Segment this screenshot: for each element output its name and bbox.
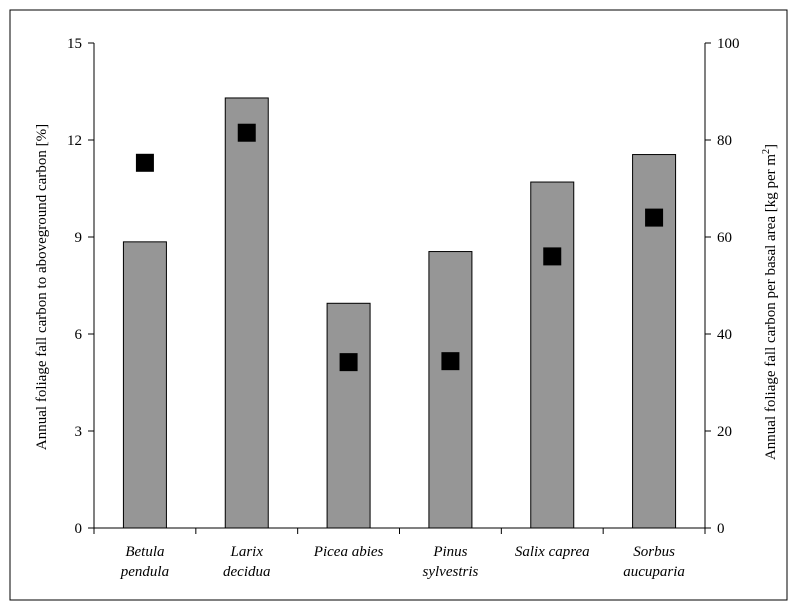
y-right-tick-label-1: 20: [717, 424, 732, 440]
marker-0: [135, 153, 154, 172]
labels-layer: 0 3 6 9 12 15 0 20 40 60 80 100 Betula pendula Larix de…: [67, 36, 740, 580]
marker-5: [645, 208, 664, 227]
bar-1: [224, 97, 269, 529]
x-category-label-3-0: Pinus: [432, 544, 467, 560]
marker-4: [543, 247, 562, 266]
y-right-tick-label-5: 100: [717, 36, 740, 52]
y-right-tick-label-4: 80: [717, 133, 732, 149]
y-right-tick-label-0: 0: [717, 521, 725, 537]
y-axis-right-title-sup: 2: [761, 149, 772, 154]
x-category-label-0-0: Betula: [125, 544, 164, 560]
bar-4: [530, 181, 575, 529]
y-left-tick-label-3: 9: [75, 230, 83, 246]
y-left-tick-label-5: 15: [67, 36, 82, 52]
y-left-tick-label-4: 12: [67, 133, 82, 149]
x-category-label-1-1: decidua: [223, 564, 270, 580]
x-category-label-0-1: pendula: [120, 564, 169, 580]
marker-1: [237, 123, 256, 142]
y-axis-right-title: Annual foliage fall carbon per basal are…: [761, 144, 779, 460]
x-category-label-5-0: Sorbus: [633, 544, 675, 560]
y-right-tick-label-2: 40: [717, 327, 732, 343]
markers-layer: [135, 123, 664, 372]
x-category-label-1-0: Larix: [229, 544, 263, 560]
y-axis-right-title-end: ]: [763, 144, 779, 149]
x-category-label-4-0: Salix caprea: [515, 544, 590, 560]
marker-3: [441, 352, 460, 371]
chart-frame: [9, 9, 788, 601]
bar-0: [122, 241, 167, 529]
bar-3: [428, 251, 473, 529]
y-axis-right-title-main: Annual foliage fall carbon per basal are…: [763, 154, 779, 460]
marker-2: [339, 353, 358, 372]
axes-layer: [88, 42, 711, 534]
y-left-tick-label-1: 3: [75, 424, 83, 440]
x-category-label-5-1: aucuparia: [623, 564, 685, 580]
y-left-tick-label-0: 0: [75, 521, 83, 537]
x-category-label-2-0: Picea abies: [313, 544, 384, 560]
x-category-label-3-1: sylvestris: [423, 564, 479, 580]
y-axis-left-title: Annual foliage fall carbon to abovegroun…: [34, 124, 50, 450]
y-left-tick-label-2: 6: [75, 327, 83, 343]
bars-layer: [122, 97, 677, 529]
y-right-tick-label-3: 60: [717, 230, 732, 246]
bar-2: [326, 302, 371, 529]
